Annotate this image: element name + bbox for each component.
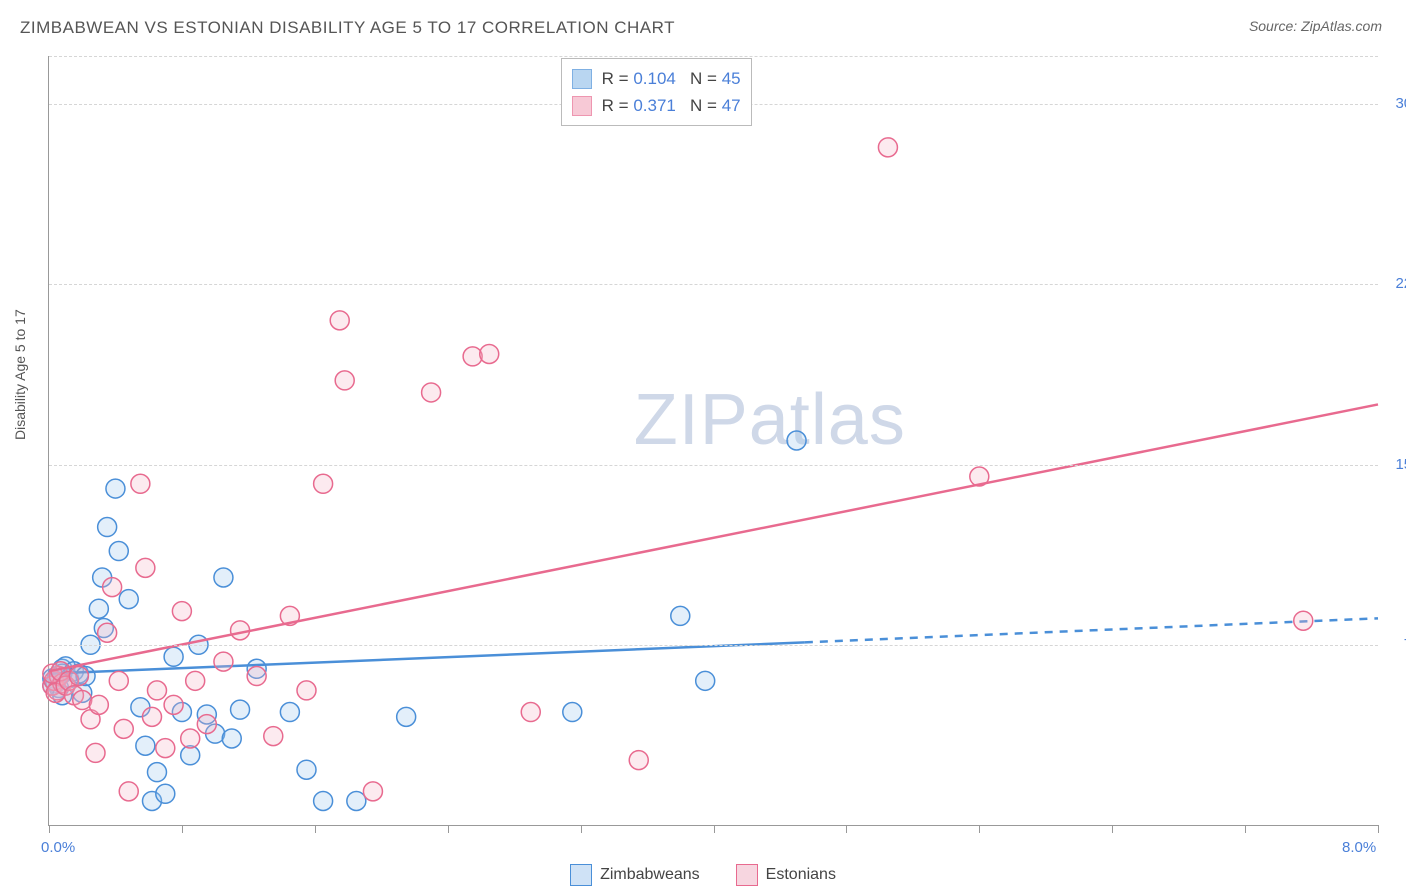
- data-point: [330, 311, 349, 330]
- data-point: [214, 568, 233, 587]
- y-tick-label: 7.5%: [1383, 636, 1406, 653]
- data-point: [98, 518, 117, 537]
- stats-swatch: [572, 69, 592, 89]
- data-point: [264, 727, 283, 746]
- trend-line: [49, 642, 805, 673]
- chart-title: ZIMBABWEAN VS ESTONIAN DISABILITY AGE 5 …: [20, 18, 675, 38]
- data-point: [106, 479, 125, 498]
- chart-svg: [49, 56, 1378, 825]
- data-point: [164, 695, 183, 714]
- x-tick-mark: [49, 825, 50, 833]
- data-point: [142, 707, 161, 726]
- data-point: [480, 344, 499, 363]
- y-tick-label: 22.5%: [1383, 275, 1406, 292]
- y-axis-label: Disability Age 5 to 17: [12, 309, 28, 440]
- data-point: [214, 652, 233, 671]
- plot-area: ZIPatlas 7.5%15.0%22.5%30.0%0.0%8.0%R = …: [48, 56, 1378, 826]
- data-point: [629, 751, 648, 770]
- legend-item-est: Estonians: [736, 864, 836, 886]
- data-point: [878, 138, 897, 157]
- data-point: [521, 703, 540, 722]
- gridline: [49, 465, 1378, 466]
- data-point: [131, 474, 150, 493]
- data-point: [186, 671, 205, 690]
- data-point: [197, 715, 216, 734]
- stats-swatch: [572, 96, 592, 116]
- stats-box: R = 0.104 N = 45R = 0.371 N = 47: [561, 58, 752, 126]
- legend-label-est: Estonians: [766, 866, 836, 884]
- data-point: [297, 760, 316, 779]
- x-tick-mark: [846, 825, 847, 833]
- stats-row: R = 0.371 N = 47: [572, 92, 741, 119]
- trend-line: [49, 404, 1378, 671]
- x-tick-mark: [581, 825, 582, 833]
- data-point: [222, 729, 241, 748]
- x-tick-mark: [1245, 825, 1246, 833]
- stats-text: R = 0.371 N = 47: [602, 92, 741, 119]
- x-tick-label: 0.0%: [41, 839, 75, 856]
- legend-swatch-zim: [570, 864, 592, 886]
- x-tick-mark: [1112, 825, 1113, 833]
- x-tick-label: 8.0%: [1342, 839, 1376, 856]
- trend-line-dashed: [805, 618, 1378, 642]
- data-point: [231, 700, 250, 719]
- x-tick-mark: [315, 825, 316, 833]
- data-point: [86, 743, 105, 762]
- data-point: [136, 736, 155, 755]
- data-point: [147, 763, 166, 782]
- legend-label-zim: Zimbabweans: [600, 866, 700, 884]
- gridline: [49, 645, 1378, 646]
- data-point: [156, 739, 175, 758]
- data-point: [696, 671, 715, 690]
- y-tick-label: 30.0%: [1383, 95, 1406, 112]
- stats-text: R = 0.104 N = 45: [602, 65, 741, 92]
- data-point: [563, 703, 582, 722]
- data-point: [114, 719, 133, 738]
- data-point: [314, 474, 333, 493]
- x-tick-mark: [714, 825, 715, 833]
- data-point: [172, 602, 191, 621]
- data-point: [787, 431, 806, 450]
- data-point: [314, 791, 333, 810]
- data-point: [247, 667, 266, 686]
- data-point: [119, 590, 138, 609]
- bottom-legend: Zimbabweans Estonians: [0, 864, 1406, 886]
- data-point: [280, 703, 299, 722]
- data-point: [136, 558, 155, 577]
- data-point: [347, 791, 366, 810]
- x-tick-mark: [182, 825, 183, 833]
- data-point: [671, 606, 690, 625]
- data-point: [98, 623, 117, 642]
- x-tick-mark: [1378, 825, 1379, 833]
- data-point: [119, 782, 138, 801]
- source-label: Source: ZipAtlas.com: [1249, 18, 1382, 34]
- legend-swatch-est: [736, 864, 758, 886]
- legend-item-zim: Zimbabweans: [570, 864, 700, 886]
- data-point: [109, 671, 128, 690]
- data-point: [397, 707, 416, 726]
- y-tick-label: 15.0%: [1383, 456, 1406, 473]
- x-tick-mark: [979, 825, 980, 833]
- data-point: [89, 599, 108, 618]
- data-point: [147, 681, 166, 700]
- data-point: [181, 729, 200, 748]
- x-tick-mark: [448, 825, 449, 833]
- data-point: [164, 647, 183, 666]
- data-point: [335, 371, 354, 390]
- data-point: [422, 383, 441, 402]
- data-point: [103, 578, 122, 597]
- data-point: [89, 695, 108, 714]
- data-point: [156, 784, 175, 803]
- stats-row: R = 0.104 N = 45: [572, 65, 741, 92]
- data-point: [109, 542, 128, 561]
- data-point: [1294, 611, 1313, 630]
- gridline: [49, 284, 1378, 285]
- data-point: [297, 681, 316, 700]
- data-point: [69, 667, 88, 686]
- data-point: [363, 782, 382, 801]
- gridline: [49, 56, 1378, 57]
